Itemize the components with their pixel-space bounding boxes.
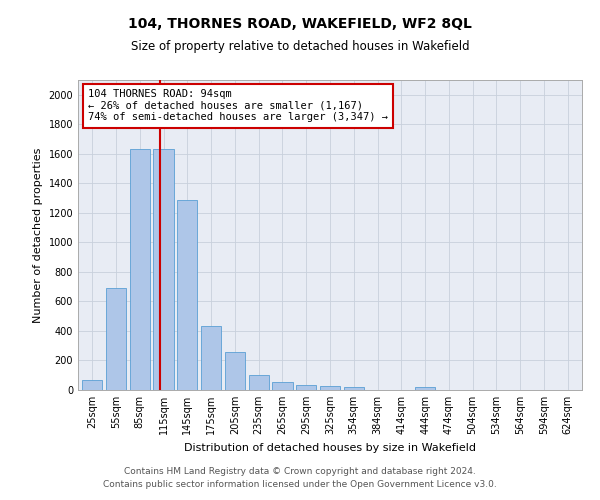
Bar: [154, 148, 173, 390]
Bar: [248, 375, 269, 390]
Bar: [130, 148, 150, 390]
Bar: [82, 380, 103, 390]
Text: 104 THORNES ROAD: 94sqm
← 26% of detached houses are smaller (1,167)
74% of semi: 104 THORNES ROAD: 94sqm ← 26% of detache…: [88, 90, 388, 122]
Bar: [177, 200, 197, 390]
Y-axis label: Number of detached properties: Number of detached properties: [33, 148, 43, 322]
Bar: [272, 382, 293, 390]
Text: Contains public sector information licensed under the Open Government Licence v3: Contains public sector information licen…: [103, 480, 497, 489]
Bar: [201, 326, 221, 390]
Bar: [320, 386, 340, 390]
Bar: [344, 387, 364, 390]
Text: Contains HM Land Registry data © Crown copyright and database right 2024.: Contains HM Land Registry data © Crown c…: [124, 467, 476, 476]
Text: Size of property relative to detached houses in Wakefield: Size of property relative to detached ho…: [131, 40, 469, 53]
Text: 104, THORNES ROAD, WAKEFIELD, WF2 8QL: 104, THORNES ROAD, WAKEFIELD, WF2 8QL: [128, 18, 472, 32]
X-axis label: Distribution of detached houses by size in Wakefield: Distribution of detached houses by size …: [184, 442, 476, 452]
Bar: [296, 385, 316, 390]
Bar: [225, 352, 245, 390]
Bar: [106, 288, 126, 390]
Bar: [415, 387, 435, 390]
